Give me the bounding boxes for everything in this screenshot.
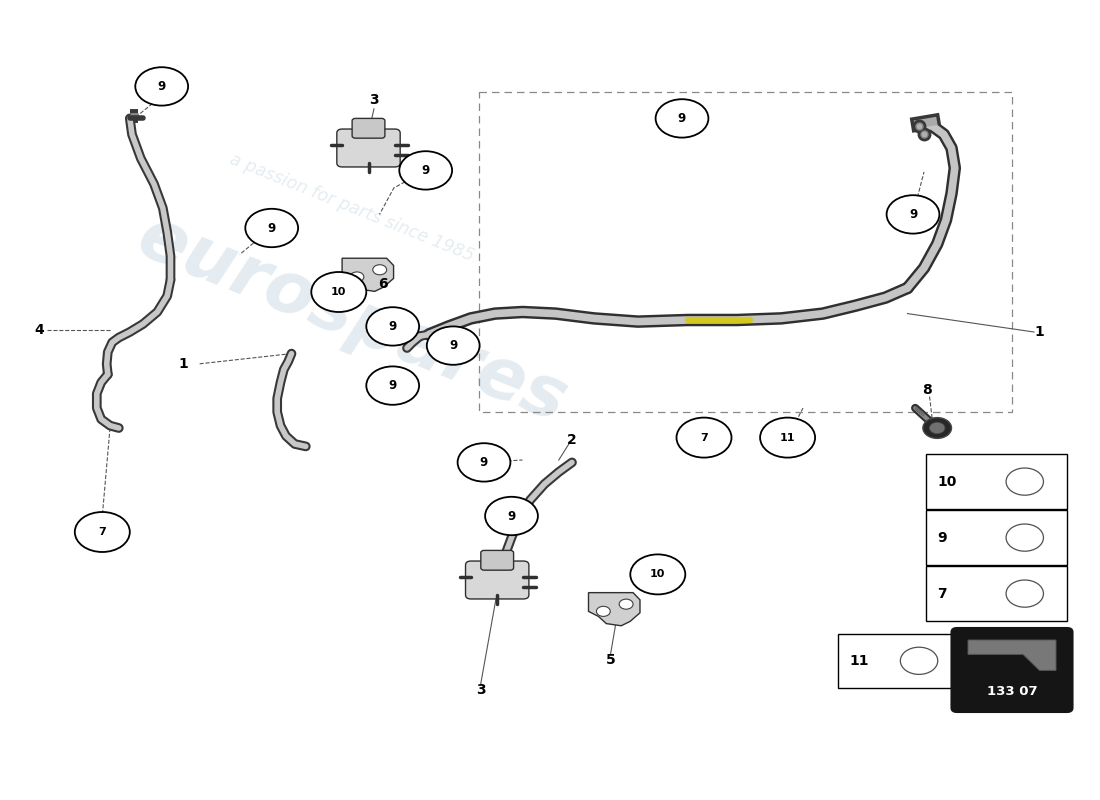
Circle shape xyxy=(923,418,952,438)
Text: 9: 9 xyxy=(507,510,516,522)
FancyBboxPatch shape xyxy=(952,628,1072,712)
FancyBboxPatch shape xyxy=(481,550,514,570)
Polygon shape xyxy=(588,593,640,626)
Circle shape xyxy=(366,307,419,346)
Circle shape xyxy=(656,99,708,138)
Text: 10: 10 xyxy=(937,474,957,489)
Polygon shape xyxy=(968,640,1056,670)
Text: 11: 11 xyxy=(780,433,795,442)
Circle shape xyxy=(596,606,611,616)
Circle shape xyxy=(427,326,480,365)
Bar xyxy=(838,634,954,688)
Circle shape xyxy=(458,443,510,482)
Circle shape xyxy=(373,265,387,274)
Text: 9: 9 xyxy=(909,208,917,221)
Text: a passion for parts since 1985: a passion for parts since 1985 xyxy=(228,150,476,266)
Text: 9: 9 xyxy=(449,339,458,352)
Circle shape xyxy=(630,554,685,594)
Text: eurospares: eurospares xyxy=(128,202,576,438)
Circle shape xyxy=(311,272,366,312)
Bar xyxy=(926,566,1067,621)
Text: 10: 10 xyxy=(331,287,346,297)
Circle shape xyxy=(245,209,298,247)
Polygon shape xyxy=(342,258,394,291)
Text: 6: 6 xyxy=(378,277,387,291)
Circle shape xyxy=(676,418,732,458)
Text: 3: 3 xyxy=(476,682,485,697)
Circle shape xyxy=(399,151,452,190)
Circle shape xyxy=(135,67,188,106)
Circle shape xyxy=(887,195,939,234)
Circle shape xyxy=(930,422,945,434)
Text: 3: 3 xyxy=(370,93,378,107)
Text: 9: 9 xyxy=(421,164,430,177)
Bar xyxy=(926,454,1067,509)
Text: 9: 9 xyxy=(388,320,397,333)
Text: 1: 1 xyxy=(1035,325,1044,339)
Circle shape xyxy=(619,599,634,610)
FancyBboxPatch shape xyxy=(352,118,385,138)
Text: 9: 9 xyxy=(678,112,686,125)
Text: 1: 1 xyxy=(179,357,188,371)
Circle shape xyxy=(350,272,364,282)
Text: 133 07: 133 07 xyxy=(987,685,1037,698)
Text: 2: 2 xyxy=(568,433,576,447)
Text: 8: 8 xyxy=(923,383,932,398)
FancyBboxPatch shape xyxy=(337,129,400,167)
Text: 9: 9 xyxy=(480,456,488,469)
FancyBboxPatch shape xyxy=(465,561,529,599)
Bar xyxy=(478,92,1012,412)
Text: 5: 5 xyxy=(606,653,615,667)
Circle shape xyxy=(485,497,538,535)
Text: 7: 7 xyxy=(937,586,947,601)
Text: 9: 9 xyxy=(937,530,947,545)
Text: 9: 9 xyxy=(267,222,276,234)
Bar xyxy=(926,510,1067,565)
Circle shape xyxy=(366,366,419,405)
Text: 7: 7 xyxy=(98,527,107,537)
Text: 11: 11 xyxy=(849,654,869,668)
Text: 10: 10 xyxy=(650,570,666,579)
Text: 9: 9 xyxy=(157,80,166,93)
Text: 4: 4 xyxy=(35,323,44,338)
Text: 7: 7 xyxy=(700,433,708,442)
Text: 9: 9 xyxy=(388,379,397,392)
Circle shape xyxy=(75,512,130,552)
Circle shape xyxy=(760,418,815,458)
